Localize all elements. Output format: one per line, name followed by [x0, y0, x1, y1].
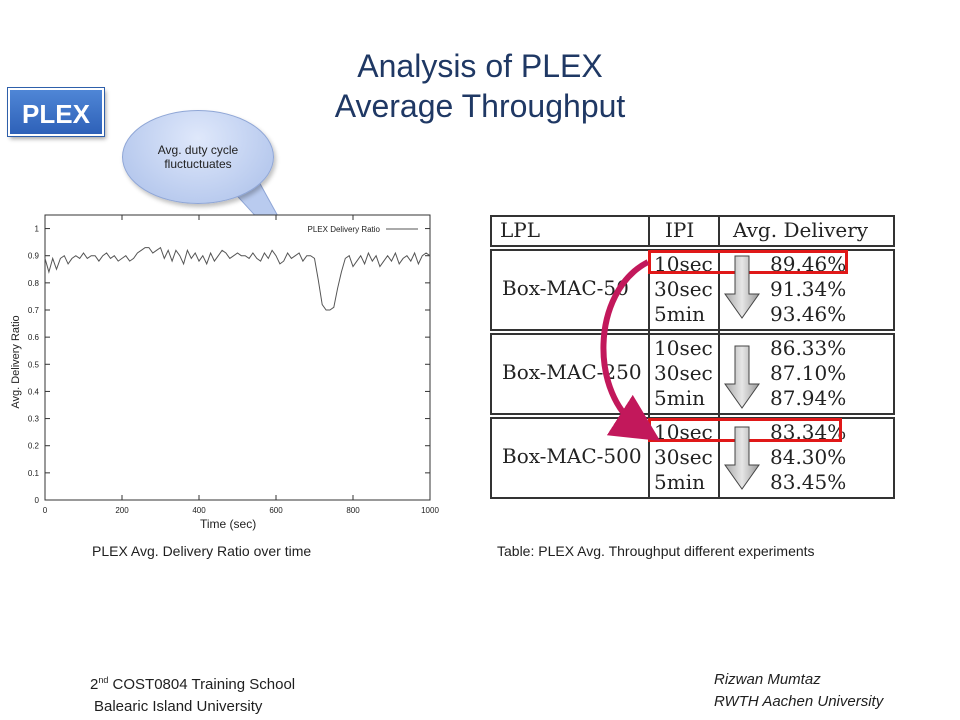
chart-y-axis-label: Avg. Delivery Ratio — [10, 315, 22, 409]
header-lpl: LPL — [500, 218, 541, 242]
footer-left-line-2: Balearic Island University — [94, 698, 263, 715]
y-tick-label: 0 — [35, 496, 40, 505]
x-tick-label: 400 — [192, 506, 206, 515]
footer-affiliation: RWTH Aachen University — [714, 693, 884, 710]
cell-delivery: 86.33% — [770, 336, 847, 360]
x-tick-label: 200 — [115, 506, 129, 515]
table-header-box — [490, 215, 895, 247]
y-tick-label: 0.1 — [28, 469, 40, 478]
legend-label: PLEX Delivery Ratio — [308, 225, 381, 234]
group-box-50 — [490, 249, 895, 331]
cell-ipi: 30sec — [654, 277, 713, 301]
body-divider-2 — [718, 249, 720, 499]
cell-delivery: 84.30% — [770, 445, 847, 469]
table-row-lpl-500: Box-MAC-500 — [502, 444, 642, 468]
footer-left: 2nd COST0804 Training School Balearic Is… — [90, 669, 295, 718]
cell-delivery: 83.45% — [770, 470, 847, 494]
callout-text: Avg. duty cycle fluctuctuates — [157, 143, 239, 171]
slide-title: Analysis of PLEX Average Throughput — [0, 46, 960, 126]
delivery-ratio-chart: 0 0.1 0.2 0.3 0.4 0.5 0.6 0.7 0.8 0.9 1 0 200 400 600 8… — [28, 214, 439, 515]
cell-delivery: 87.94% — [770, 386, 847, 410]
y-tick-label: 0.2 — [28, 442, 40, 451]
callout-bubble: Avg. duty cycle fluctuctuates — [122, 110, 274, 204]
y-tick-label: 0.3 — [28, 415, 40, 424]
cell-delivery: 87.10% — [770, 361, 847, 385]
title-line-2: Average Throughput — [334, 88, 626, 124]
header-divider-2 — [718, 215, 720, 247]
cell-delivery: 91.34% — [770, 277, 847, 301]
footer-ordinal-suffix: nd — [98, 675, 109, 685]
table-caption: Table: PLEX Avg. Throughput different ex… — [497, 543, 815, 559]
y-tick-label: 0.4 — [28, 387, 40, 396]
footer-ordinal-number: 2 — [90, 676, 99, 693]
cell-ipi: 10sec — [654, 336, 713, 360]
series-line — [44, 246, 431, 311]
y-tick-label: 0.9 — [28, 252, 40, 261]
body-divider-1 — [648, 249, 650, 499]
cell-ipi: 5min — [654, 302, 705, 326]
header-ipi: IPI — [665, 218, 695, 242]
cell-ipi: 5min — [654, 470, 705, 494]
footer-right: Rizwan Mumtaz RWTH Aachen University — [714, 669, 883, 713]
cell-ipi: 30sec — [654, 445, 713, 469]
chart-x-axis-label: Time (sec) — [200, 517, 257, 531]
header-divider-1 — [648, 215, 650, 247]
x-tick-label: 600 — [269, 506, 283, 515]
y-tick-label: 1 — [35, 225, 40, 234]
group-box-250 — [490, 333, 895, 415]
chart-caption: PLEX Avg. Delivery Ratio over time — [92, 543, 312, 559]
y-tick-label: 0.5 — [28, 360, 40, 369]
footer-event-name: COST0804 Training School — [108, 676, 296, 693]
y-tick-label: 0.6 — [28, 333, 40, 342]
header-avg-delivery: Avg. Delivery — [733, 218, 869, 242]
highlight-box-row-500 — [648, 418, 842, 442]
y-tick-label: 0.8 — [28, 279, 40, 288]
footer-left-line-1: 2nd COST0804 Training School — [90, 669, 295, 696]
cell-delivery: 93.46% — [770, 302, 847, 326]
x-tick-label: 0 — [43, 506, 48, 515]
title-line-1: Analysis of PLEX — [357, 48, 603, 84]
footer-author: Rizwan Mumtaz — [714, 671, 821, 688]
cell-ipi: 5min — [654, 386, 705, 410]
highlight-box-row-50 — [648, 250, 848, 274]
cell-ipi: 30sec — [654, 361, 713, 385]
x-tick-label: 1000 — [421, 506, 439, 515]
y-tick-label: 0.7 — [28, 306, 40, 315]
plex-badge: PLEX — [8, 88, 104, 136]
plot-frame — [44, 214, 431, 501]
table-row-lpl-250: Box-MAC-250 — [502, 360, 642, 384]
x-tick-label: 800 — [346, 506, 360, 515]
table-row-lpl-50: Box-MAC-50 — [502, 276, 629, 300]
